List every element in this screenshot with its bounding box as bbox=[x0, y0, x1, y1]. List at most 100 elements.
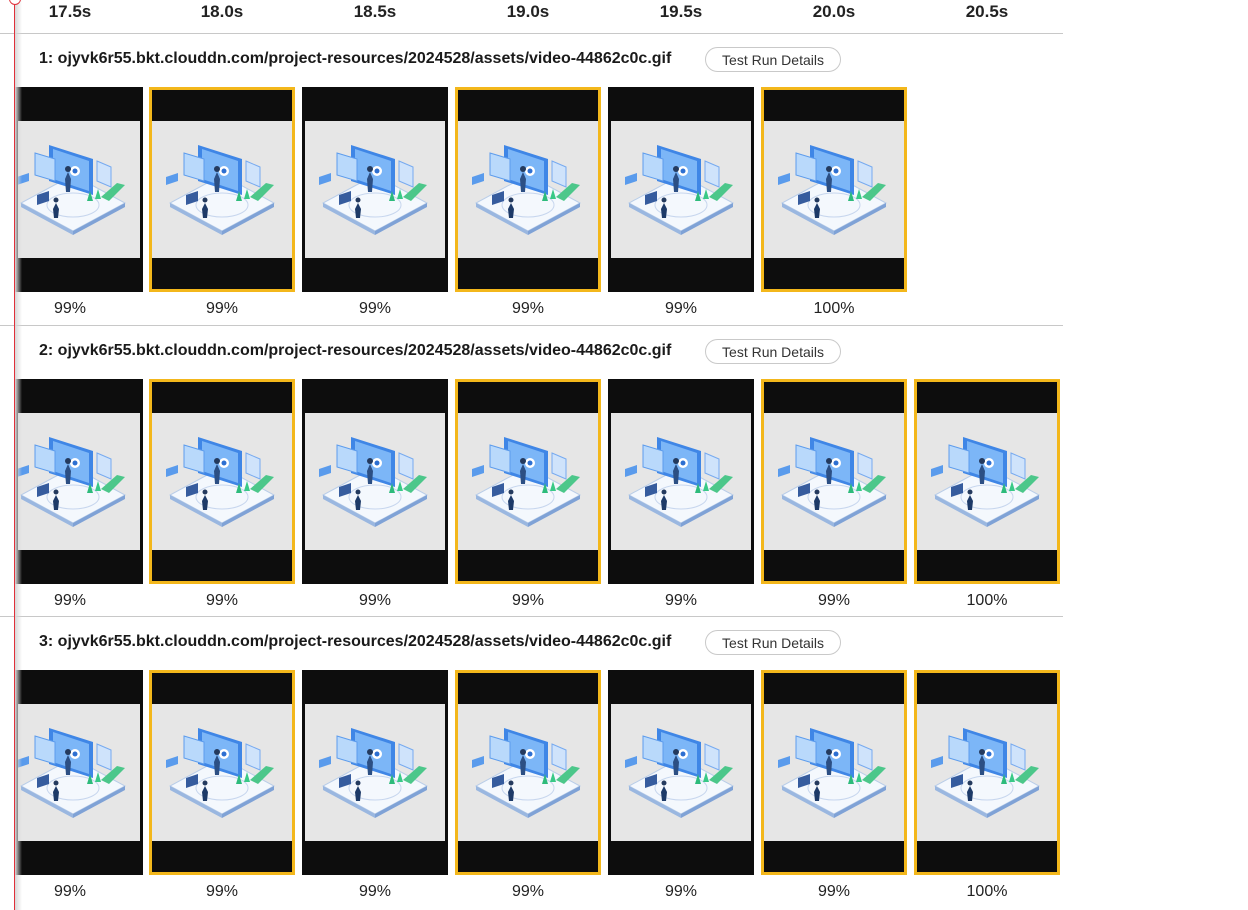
visual-progress-percent: 99% bbox=[511, 300, 545, 317]
visual-progress-percent: 99% bbox=[511, 592, 545, 609]
filmstrip-frame[interactable] bbox=[302, 379, 448, 584]
filmstrip-frame-changed[interactable] bbox=[455, 379, 601, 584]
video-illustration-icon bbox=[472, 144, 582, 235]
video-illustration-icon bbox=[778, 727, 888, 818]
frame-screenshot bbox=[764, 704, 904, 841]
frame-screenshot bbox=[458, 704, 598, 841]
visual-progress-percent: 99% bbox=[511, 883, 545, 900]
visual-progress-percent: 99% bbox=[358, 883, 392, 900]
visual-progress-percent: 100% bbox=[966, 592, 1008, 609]
filmstrip-frame[interactable] bbox=[15, 87, 143, 292]
test-run-details-button[interactable]: Test Run Details bbox=[705, 47, 841, 72]
filmstrip-frame-changed[interactable] bbox=[455, 87, 601, 292]
filmstrip-frame[interactable] bbox=[15, 379, 143, 584]
timeline-tick: 20.5s bbox=[965, 2, 1009, 21]
filmstrip-frame-changed[interactable] bbox=[914, 670, 1060, 875]
filmstrip-frame[interactable] bbox=[302, 87, 448, 292]
filmstrip-frame-changed[interactable] bbox=[149, 87, 295, 292]
test-run-details-button[interactable]: Test Run Details bbox=[705, 339, 841, 364]
test-run-row: 3: ojyvk6r55.bkt.clouddn.com/project-res… bbox=[0, 616, 1063, 907]
frame-screenshot bbox=[764, 121, 904, 258]
visual-progress-percent: 100% bbox=[813, 300, 855, 317]
filmstrip-frame-changed[interactable] bbox=[455, 670, 601, 875]
timeline-tick: 20.0s bbox=[812, 2, 856, 21]
filmstrip-frame[interactable] bbox=[608, 87, 754, 292]
timeline-tick: 18.5s bbox=[353, 2, 397, 21]
frame-screenshot bbox=[458, 413, 598, 550]
frame-screenshot bbox=[152, 704, 292, 841]
filmstrip-frame-changed[interactable] bbox=[149, 670, 295, 875]
filmstrip-frame[interactable] bbox=[15, 670, 143, 875]
frame-screenshot bbox=[917, 413, 1057, 550]
visual-progress-percent: 100% bbox=[966, 883, 1008, 900]
run-title: 2: ojyvk6r55.bkt.clouddn.com/project-res… bbox=[39, 342, 672, 359]
video-illustration-icon bbox=[625, 727, 735, 818]
visual-progress-percent: 99% bbox=[664, 592, 698, 609]
filmstrip-frame-changed[interactable] bbox=[761, 87, 907, 292]
visual-progress-percent: 99% bbox=[53, 883, 87, 900]
video-illustration-icon bbox=[18, 144, 126, 235]
frame-screenshot bbox=[18, 121, 140, 258]
timeline-tick: 17.5s bbox=[48, 2, 92, 21]
filmstrip-frame-changed[interactable] bbox=[761, 379, 907, 584]
video-illustration-icon bbox=[18, 436, 126, 527]
visual-progress-percent: 99% bbox=[817, 592, 851, 609]
timeline-tick: 19.0s bbox=[506, 2, 550, 21]
test-run-row: 1: ojyvk6r55.bkt.clouddn.com/project-res… bbox=[0, 33, 1063, 324]
frame-screenshot bbox=[764, 413, 904, 550]
filmstrip-frame[interactable] bbox=[608, 670, 754, 875]
visual-progress-percent: 99% bbox=[664, 300, 698, 317]
video-illustration-icon bbox=[625, 436, 735, 527]
visual-progress-percent: 99% bbox=[358, 592, 392, 609]
test-run-details-button[interactable]: Test Run Details bbox=[705, 630, 841, 655]
video-illustration-icon bbox=[472, 727, 582, 818]
playhead-line[interactable] bbox=[14, 0, 15, 910]
filmstrip-frame-changed[interactable] bbox=[761, 670, 907, 875]
video-illustration-icon bbox=[319, 144, 429, 235]
run-title: 3: ojyvk6r55.bkt.clouddn.com/project-res… bbox=[39, 633, 672, 650]
visual-progress-percent: 99% bbox=[664, 883, 698, 900]
frame-screenshot bbox=[305, 704, 445, 841]
scroll-shadow bbox=[15, 0, 22, 910]
filmstrip-frame-changed[interactable] bbox=[914, 379, 1060, 584]
video-illustration-icon bbox=[166, 144, 276, 235]
visual-progress-percent: 99% bbox=[817, 883, 851, 900]
filmstrip-frame[interactable] bbox=[608, 379, 754, 584]
video-illustration-icon bbox=[166, 436, 276, 527]
frame-screenshot bbox=[18, 704, 140, 841]
visual-progress-percent: 99% bbox=[358, 300, 392, 317]
video-illustration-icon bbox=[18, 727, 126, 818]
video-illustration-icon bbox=[166, 727, 276, 818]
video-illustration-icon bbox=[931, 727, 1041, 818]
visual-progress-percent: 99% bbox=[53, 300, 87, 317]
run-divider bbox=[0, 325, 1063, 326]
visual-progress-percent: 99% bbox=[205, 592, 239, 609]
run-title: 1: ojyvk6r55.bkt.clouddn.com/project-res… bbox=[39, 50, 672, 67]
frame-screenshot bbox=[152, 413, 292, 550]
timeline-tick: 18.0s bbox=[200, 2, 244, 21]
timeline-header: 17.5s 18.0s 18.5s 19.0s 19.5s 20.0s 20.5s bbox=[0, 0, 1063, 34]
video-illustration-icon bbox=[778, 436, 888, 527]
visual-progress-percent: 99% bbox=[53, 592, 87, 609]
run-divider bbox=[0, 616, 1063, 617]
frame-screenshot bbox=[611, 704, 751, 841]
frame-screenshot bbox=[305, 121, 445, 258]
filmstrip-frame[interactable] bbox=[302, 670, 448, 875]
visual-progress-percent: 99% bbox=[205, 300, 239, 317]
frame-screenshot bbox=[611, 413, 751, 550]
test-run-row: 2: ojyvk6r55.bkt.clouddn.com/project-res… bbox=[0, 325, 1063, 616]
video-illustration-icon bbox=[778, 144, 888, 235]
frame-screenshot bbox=[611, 121, 751, 258]
frame-screenshot bbox=[917, 704, 1057, 841]
visual-progress-percent: 99% bbox=[205, 883, 239, 900]
frame-screenshot bbox=[458, 121, 598, 258]
video-illustration-icon bbox=[931, 436, 1041, 527]
video-illustration-icon bbox=[472, 436, 582, 527]
timeline-tick: 19.5s bbox=[659, 2, 703, 21]
filmstrip-frame-changed[interactable] bbox=[149, 379, 295, 584]
video-illustration-icon bbox=[319, 436, 429, 527]
video-illustration-icon bbox=[625, 144, 735, 235]
frame-screenshot bbox=[305, 413, 445, 550]
frame-screenshot bbox=[18, 413, 140, 550]
video-illustration-icon bbox=[319, 727, 429, 818]
